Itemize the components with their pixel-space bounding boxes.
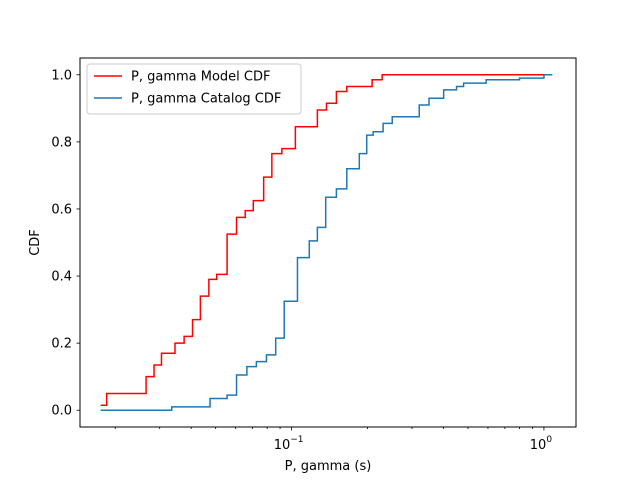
- y-tick-label: 0.6: [51, 202, 72, 217]
- y-axis-label: CDF: [28, 229, 43, 256]
- legend: P, gamma Model CDF P, gamma Catalog CDF: [86, 63, 302, 115]
- y-tick-label: 1.0: [51, 68, 72, 83]
- legend-box: [86, 63, 302, 115]
- axes-frame: [79, 57, 577, 428]
- series-layer: [100, 74, 553, 411]
- x-axis-label: P, gamma (s): [285, 459, 372, 474]
- y-axis: 0.0 0.2 0.4 0.6 0.8 1.0: [51, 68, 80, 419]
- y-tick-label: 0.4: [51, 270, 72, 285]
- y-tick-label: 0.8: [51, 135, 72, 150]
- legend-label-0: P, gamma Model CDF: [131, 70, 270, 85]
- series-line-0: [100, 74, 544, 406]
- series-line-1: [100, 74, 553, 411]
- y-tick-label: 0.2: [51, 337, 72, 352]
- y-tick-label: 0.0: [51, 404, 72, 419]
- legend-label-1: P, gamma Catalog CDF: [131, 92, 281, 107]
